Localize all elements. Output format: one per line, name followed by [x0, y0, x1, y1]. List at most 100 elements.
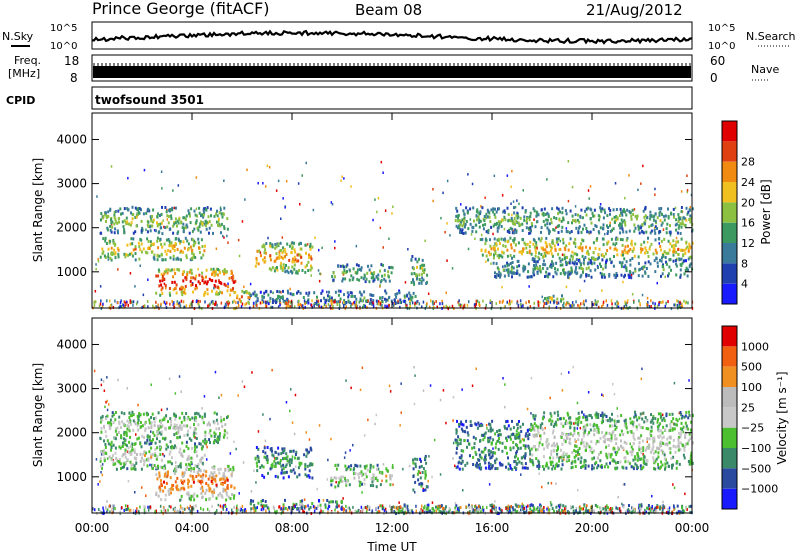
echo-cell — [489, 463, 492, 466]
echo-cell — [688, 247, 691, 250]
echo-cell — [577, 226, 580, 230]
ground-cell — [614, 302, 616, 306]
echo-cell — [456, 440, 459, 444]
echo-cell — [373, 271, 376, 275]
scatter-cell — [673, 381, 676, 385]
echo-cell — [232, 280, 235, 284]
echo-cell — [506, 419, 509, 423]
echo-cell — [128, 252, 131, 256]
echo-cell — [375, 275, 378, 279]
echo-cell — [628, 274, 631, 278]
echo-cell — [399, 298, 402, 302]
echo-cell — [520, 456, 523, 460]
ground-cell — [579, 304, 581, 308]
ground-cell — [227, 302, 229, 306]
ground-cell — [100, 299, 102, 303]
echo-cell — [164, 249, 167, 253]
ground-cell — [563, 301, 565, 305]
scatter-cell — [546, 178, 548, 181]
echo-cell — [649, 217, 652, 221]
echo-cell — [663, 250, 666, 254]
echo-cell — [164, 498, 167, 502]
colorbar-tick-label: 16 — [741, 217, 755, 230]
echo-cell — [412, 461, 415, 465]
ground-cell — [648, 305, 651, 308]
ground-cell — [189, 304, 191, 308]
echo-cell — [173, 268, 176, 272]
echo-cell — [254, 264, 257, 268]
echo-cell — [110, 246, 113, 250]
echo-cell — [213, 411, 216, 415]
echo-cell — [613, 215, 616, 219]
echo-cell — [128, 416, 131, 420]
echo-cell — [137, 436, 140, 440]
echo-cell — [152, 431, 155, 435]
ground-cell — [313, 304, 315, 308]
echo-cell — [372, 473, 375, 477]
echo-cell — [200, 460, 203, 464]
echo-cell — [549, 245, 552, 249]
echo-cell — [679, 273, 682, 277]
echo-cell — [589, 269, 592, 273]
echo-cell — [370, 276, 373, 280]
echo-cell — [123, 231, 126, 235]
echo-cell — [680, 413, 683, 417]
scatter-cell — [172, 189, 174, 192]
echo-cell — [466, 439, 469, 443]
echo-cell — [388, 266, 391, 270]
station-title: Prince George (fitACF) — [92, 0, 270, 18]
echo-cell — [593, 456, 596, 460]
scatter-cell — [253, 469, 255, 472]
echo-cell — [144, 453, 146, 457]
echo-cell — [487, 436, 490, 440]
echo-cell — [455, 214, 458, 218]
echo-cell — [216, 273, 219, 277]
echo-cell — [104, 211, 107, 215]
echo-cell — [149, 215, 152, 219]
echo-cell — [254, 294, 257, 298]
echo-cell — [236, 294, 239, 298]
ground-cell — [237, 304, 240, 308]
echo-cell — [111, 411, 114, 415]
echo-cell — [487, 231, 490, 235]
scatter-cell — [446, 222, 448, 225]
echo-cell — [195, 475, 198, 478]
echo-cell — [652, 218, 655, 222]
echo-cell — [343, 268, 346, 272]
echo-cell — [488, 422, 491, 426]
echo-cell — [159, 487, 162, 491]
scatter-cell — [561, 389, 564, 392]
echo-cell — [387, 270, 390, 274]
echo-cell — [219, 271, 221, 275]
echo-cell — [644, 416, 647, 419]
echo-cell — [227, 495, 230, 499]
echo-cell — [145, 451, 148, 455]
echo-cell — [518, 436, 521, 440]
echo-cell — [202, 213, 205, 217]
echo-cell — [472, 206, 475, 210]
echo-cell — [515, 243, 517, 247]
scatter-cell — [257, 430, 260, 433]
echo-cell — [187, 209, 190, 213]
echo-cell — [513, 216, 516, 220]
echo-cell — [629, 258, 632, 262]
echo-cell — [102, 237, 105, 241]
echo-cell — [163, 480, 165, 484]
echo-cell — [113, 211, 116, 214]
ground-cell — [234, 307, 236, 311]
echo-cell — [141, 424, 144, 428]
ground-cell — [522, 304, 524, 308]
echo-cell — [459, 223, 462, 226]
echo-cell — [528, 231, 531, 235]
echo-cell — [615, 218, 618, 222]
echo-cell — [659, 258, 661, 262]
echo-cell — [192, 495, 195, 499]
echo-cell — [354, 464, 357, 467]
echo-cell — [615, 272, 618, 275]
ground-cell — [654, 302, 656, 306]
echo-cell — [479, 462, 481, 466]
echo-cell — [557, 212, 560, 216]
echo-cell — [484, 457, 487, 461]
echo-cell — [688, 242, 691, 246]
echo-cell — [532, 271, 535, 275]
